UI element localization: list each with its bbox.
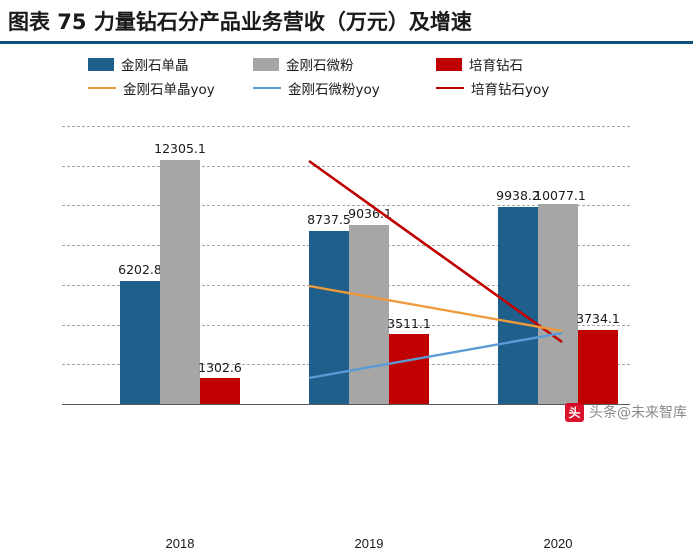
bar-2019-micro-powder <box>349 224 389 404</box>
watermark-text: 头条@未来智库 <box>589 405 687 421</box>
bar-label: 1302.6 <box>198 360 242 375</box>
x-axis-tick: 2018 <box>165 536 195 551</box>
legend-label: 金刚石单晶yoy <box>123 82 215 98</box>
legend-item-4: 金刚石微粉yoy <box>253 78 380 98</box>
bar-label: 12305.1 <box>154 141 206 156</box>
bar-label: 8737.5 <box>307 212 351 227</box>
bar-2020-single-crystal <box>498 206 538 404</box>
bar-label: 6202.8 <box>118 262 162 277</box>
legend-swatch-icon <box>436 57 462 71</box>
bar-2020-lab-grown-diamond <box>578 329 618 404</box>
bar-label: 3511.1 <box>387 316 431 331</box>
bar-2018-micro-powder <box>160 159 200 404</box>
bar-label: 10077.1 <box>534 188 586 203</box>
x-axis-line <box>62 404 630 405</box>
line-series-overlay <box>308 159 563 380</box>
watermark: 头 头条@未来智库 <box>565 402 687 422</box>
legend-label: 金刚石微粉 <box>286 58 354 74</box>
legend-item-2: 培育钻石 <box>436 54 523 74</box>
gridline <box>62 126 630 127</box>
bar-2019-lab-grown-diamond <box>389 334 429 404</box>
bar-label: 9938.2 <box>496 188 540 203</box>
legend-line-icon <box>253 87 281 89</box>
legend-label: 培育钻石yoy <box>471 82 550 98</box>
legend-line-icon <box>436 87 464 89</box>
line-micro-powder-yoy <box>308 331 563 380</box>
plot-area: 14,000 12,000 10,000 8,000 6,000 4,000 2… <box>62 126 630 551</box>
line-lab-grown-diamond-yoy <box>308 159 563 344</box>
x-axis-tick: 2020 <box>543 536 573 551</box>
page-title: 图表 75 力量钻石分产品业务营收（万元）及增速 <box>8 10 472 34</box>
bar-2018-single-crystal <box>120 280 160 404</box>
chart-title-bar: 图表 75 力量钻石分产品业务营收（万元）及增速 <box>0 0 693 44</box>
bar-label: 3734.1 <box>576 311 620 326</box>
legend-line-icon <box>88 87 116 89</box>
line-single-crystal-yoy <box>308 284 563 333</box>
bar-2018-lab-grown-diamond <box>200 378 240 404</box>
bar-2020-micro-powder <box>538 203 578 404</box>
legend-label: 金刚石微粉yoy <box>288 82 380 98</box>
legend-item-0: 金刚石单晶 <box>88 54 189 74</box>
legend-item-5: 培育钻石yoy <box>436 78 549 98</box>
legend-label: 金刚石单晶 <box>121 58 189 74</box>
chart-legend: 金刚石单晶 金刚石微粉 培育钻石 金刚石单晶yoy 金刚石微粉yoy 培育钻石y… <box>0 52 693 104</box>
legend-swatch-icon <box>253 57 279 71</box>
legend-label: 培育钻石 <box>469 58 523 74</box>
legend-swatch-icon <box>88 57 114 71</box>
x-axis-tick: 2019 <box>354 536 384 551</box>
legend-item-3: 金刚石单晶yoy <box>88 78 215 98</box>
gridline <box>62 165 630 167</box>
watermark-badge-icon: 头 <box>565 402 584 422</box>
bar-label: 9036.1 <box>348 206 392 221</box>
gridline <box>62 205 630 207</box>
legend-item-1: 金刚石微粉 <box>253 54 354 74</box>
